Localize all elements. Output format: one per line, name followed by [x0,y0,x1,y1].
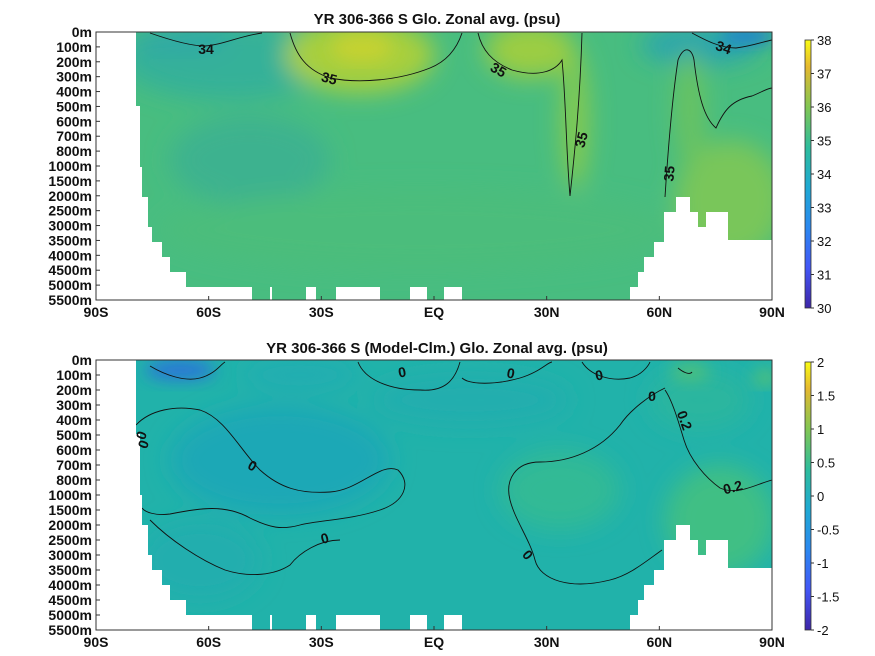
colorbar-tick-label: -1 [817,556,829,571]
y-tick-label: 400m [56,412,92,428]
y-tick-label: 3000m [48,218,92,234]
y-tick-label: 1500m [48,173,92,189]
y-tick-label: 0m [72,352,92,368]
y-tick-label: 0m [72,24,92,40]
panel2-title: YR 306-366 S (Model-Clm.) Glo. Zonal avg… [266,340,608,357]
y-tick-label: 1500m [48,502,92,518]
y-tick-label: 5500m [48,292,92,308]
colorbar-tick-label: 33 [817,201,831,216]
y-tick-label: 300m [56,69,92,85]
panel1-x-axis: 90S 60S 30S EQ 30N 60N 90N [84,296,785,320]
p2-contour-label: 0 [319,529,331,547]
y-tick-label: 600m [56,113,92,129]
p1-contour-label: 35 [320,68,339,88]
panel1-contour-labels: 34 35 35 35 35 34 [198,37,734,182]
x-tick-label: 60N [646,304,672,320]
x-tick-label: 60N [646,634,672,650]
y-tick-label: 700m [56,457,92,473]
colorbar-tick-label: 37 [817,67,831,82]
y-tick-label: 100m [56,367,92,383]
colorbar-tick-label: 30 [817,301,831,316]
y-tick-label: 5500m [48,622,92,638]
y-tick-label: 1000m [48,487,92,503]
panel1-title: YR 306-366 S Glo. Zonal avg. (psu) [314,11,561,28]
colorbar-tick-label: 0.5 [817,456,835,471]
y-tick-label: 300m [56,397,92,413]
panel2-x-axis: 90S 60S 30S EQ 30N 60N 90N [84,626,785,650]
y-tick-label: 4000m [48,577,92,593]
y-tick-label: 4500m [48,592,92,608]
y-tick-label: 100m [56,39,92,55]
p1-contour-label: 35 [660,165,677,182]
x-tick-label: 90S [84,634,109,650]
y-tick-label: 2000m [48,517,92,533]
y-tick-label: 5000m [48,277,92,293]
colorbar-tick-label: 34 [817,167,831,182]
y-tick-label: 3500m [48,562,92,578]
x-tick-label: 30S [309,634,334,650]
y-tick-label: 3500m [48,232,92,248]
y-tick-label: 800m [56,143,92,159]
colorbar-tick-label: 1 [817,422,824,437]
y-tick-label: 3000m [48,547,92,563]
x-tick-label: EQ [424,304,444,320]
y-tick-label: 2500m [48,203,92,219]
y-tick-label: 2000m [48,188,92,204]
x-tick-label: 60S [196,634,221,650]
x-tick-label: 90S [84,304,109,320]
panel1-colorbar: 30 31 32 33 34 35 36 37 38 [804,33,831,316]
y-tick-label: 500m [56,98,92,114]
x-tick-label: EQ [424,634,444,650]
p2-contour-label: 0 [506,365,517,382]
p2-contour-label: 0 [648,388,656,404]
colorbar-tick-label: 1.5 [817,389,835,404]
p2-contour-label: 0.2 [674,408,696,432]
panel2-y-axis: 0m100m200m300m400m500m600m700m800m1000m1… [48,352,100,638]
x-tick-label: 60S [196,304,221,320]
x-tick-label: 30N [534,304,560,320]
y-tick-label: 200m [56,382,92,398]
colorbar-tick-label: 36 [817,100,831,115]
y-tick-label: 800m [56,472,92,488]
x-tick-label: 30S [309,304,334,320]
x-tick-label: 30N [534,634,560,650]
x-tick-label: 90N [759,634,785,650]
p1-contour-label: 34 [198,41,214,57]
p1-contour-label: 35 [571,130,591,149]
y-tick-label: 600m [56,442,92,458]
colorbar-tick-label: -0.5 [817,523,839,538]
colorbar-tick-label: 0 [817,489,824,504]
y-tick-label: 500m [56,427,92,443]
y-tick-label: 4500m [48,262,92,278]
p2-contour-label: 0 [397,363,408,380]
colorbar-tick-label: 38 [817,33,831,48]
y-tick-label: 5000m [48,607,92,623]
panel1-y-axis: 0m100m200m300m400m500m600m700m800m1000m1… [48,24,100,308]
p1-contour-label: 35 [488,59,510,81]
panel1-field [136,32,772,300]
y-tick-label: 400m [56,84,92,100]
panel1-colorbar-bar [804,39,812,309]
colorbar-tick-label: 31 [817,268,831,283]
x-tick-label: 90N [759,304,785,320]
p2-contour-label: 0 [594,366,605,383]
y-tick-label: 700m [56,128,92,144]
colorbar-tick-label: 32 [817,234,831,249]
p1-contour-label: 34 [714,37,734,57]
p2-contour-label: 0.2 [721,477,744,498]
colorbar-tick-label: -2 [817,623,829,638]
colorbar-tick-label: 35 [817,134,831,149]
y-tick-label: 1000m [48,158,92,174]
panel2-colorbar-bar [804,361,812,631]
colorbar-tick-label: 2 [817,355,824,370]
panel2-field [136,360,772,630]
y-tick-label: 2500m [48,532,92,548]
y-tick-label: 200m [56,54,92,70]
y-tick-label: 4000m [48,247,92,263]
colorbar-tick-label: -1.5 [817,590,839,605]
panel2-colorbar: 2 1.5 1 0.5 0 -0.5 -1 -1.5 -2 [804,355,839,638]
